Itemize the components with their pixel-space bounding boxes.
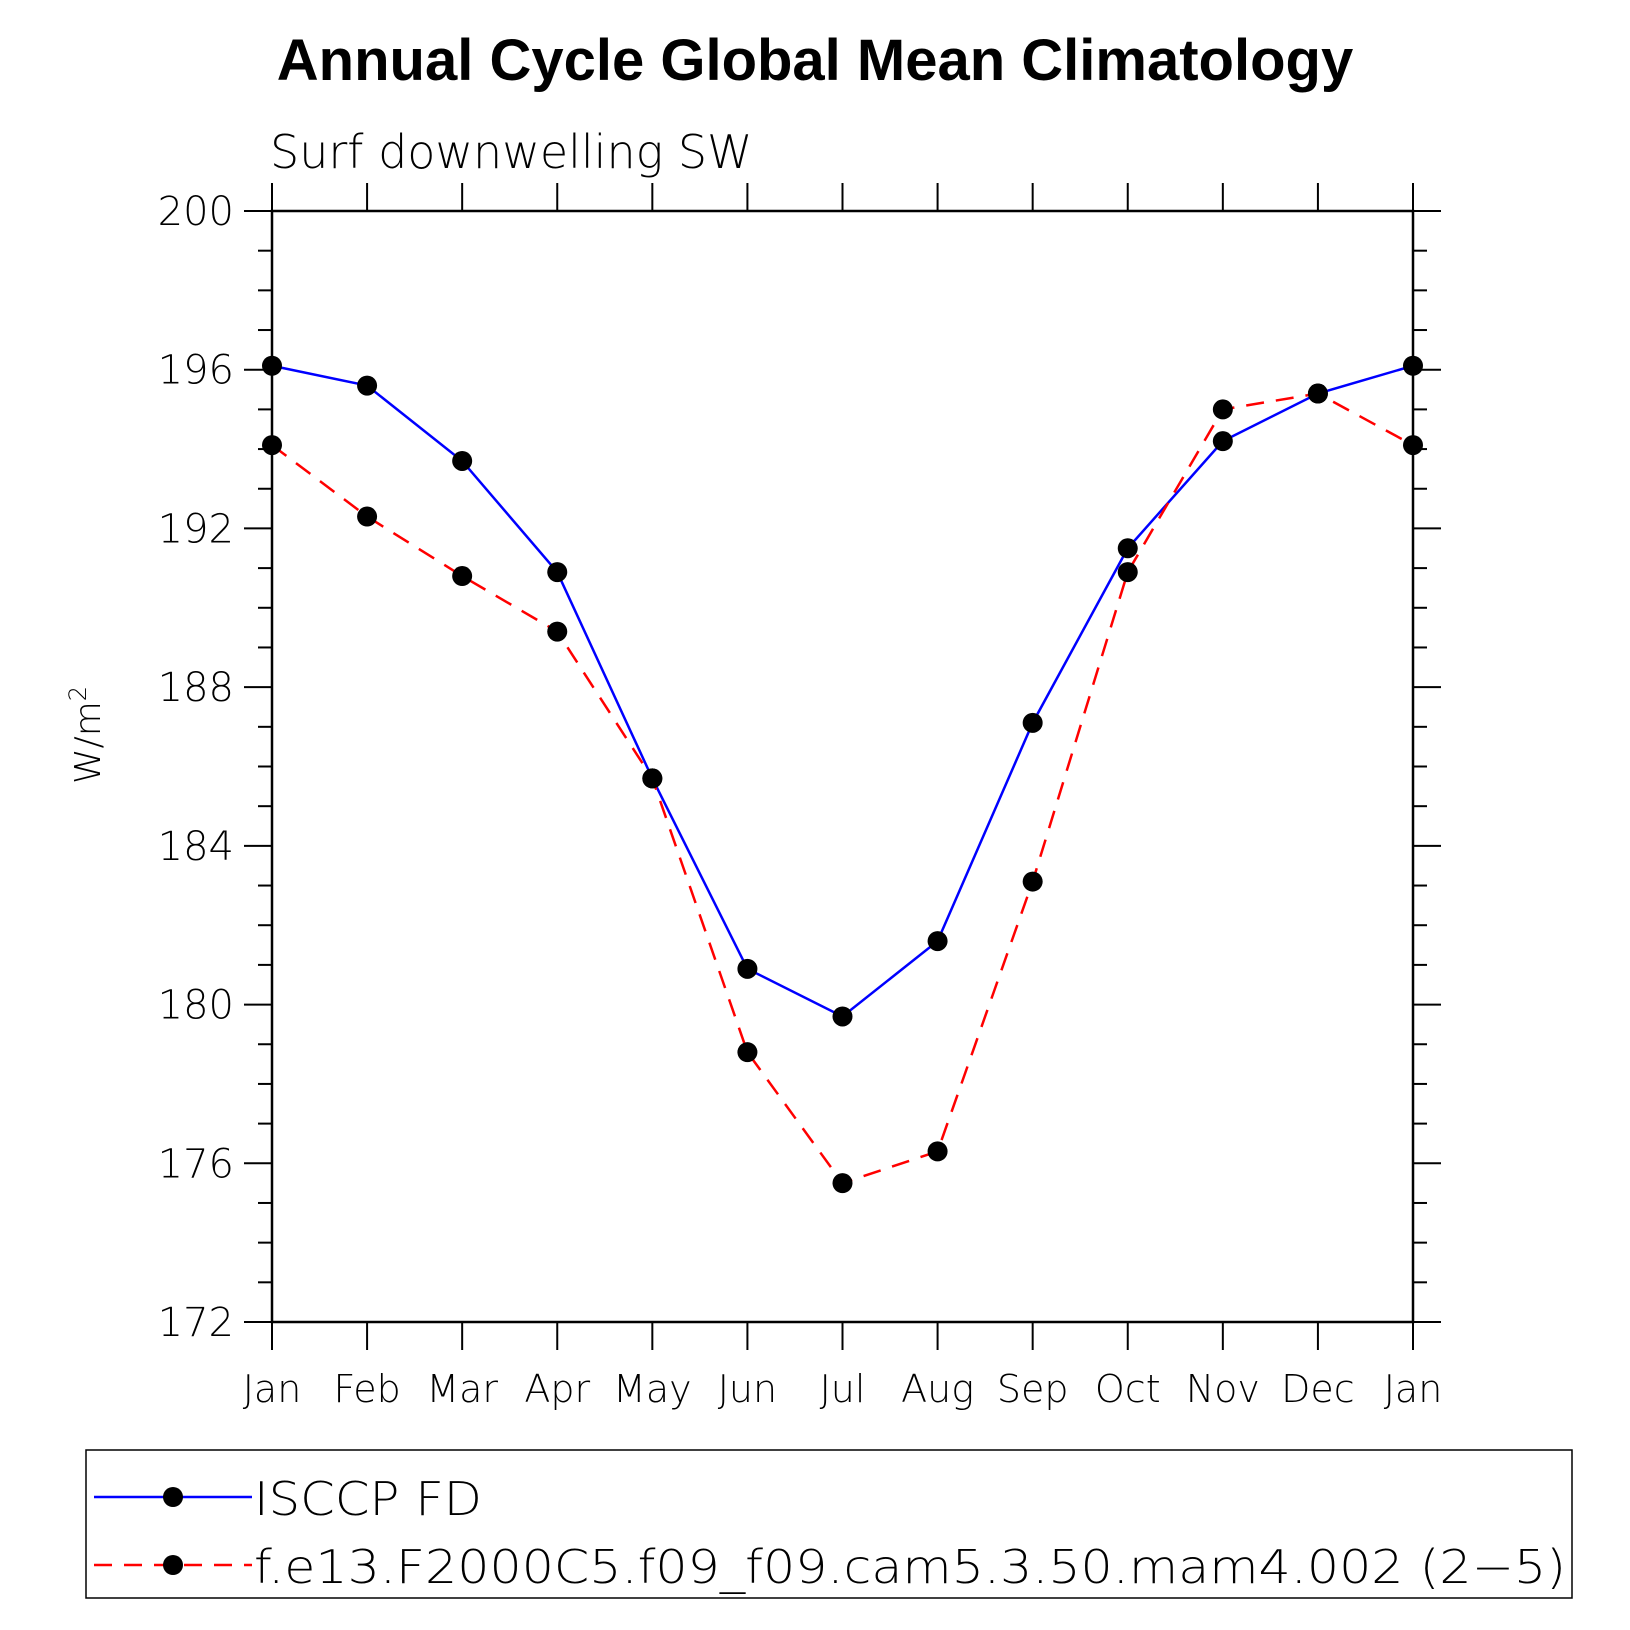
legend: ISCCP FD f.e13.F2000C5.f09_f09.cam5.3.50.…	[85, 1449, 1573, 1599]
data-point	[547, 562, 568, 583]
data-point	[737, 958, 758, 979]
data-point	[737, 1042, 758, 1063]
x-tick-label: Apr	[524, 1367, 590, 1411]
x-tick-label: May	[613, 1367, 692, 1411]
series-line	[271, 392, 1414, 1185]
legend-box	[85, 1449, 1573, 1599]
data-point	[452, 566, 473, 587]
data-point	[642, 768, 663, 789]
legend-item: f.e13.F2000C5.f09_f09.cam5.3.50.mam4.002…	[94, 1540, 1566, 1594]
y-axis: 172 176 180 184 188 192 196 200	[158, 189, 1441, 1346]
data-point	[262, 355, 282, 376]
legend-label: f.e13.F2000C5.f09_f09.cam5.3.50.mam4.002…	[254, 1540, 1566, 1594]
y-tick-label: 192	[158, 506, 234, 552]
y-tick-label: 196	[158, 348, 234, 394]
x-tick-label: Jan	[1384, 1367, 1443, 1411]
data-point	[1022, 712, 1043, 733]
data-point	[1212, 399, 1233, 420]
data-point	[1212, 431, 1233, 452]
legend-item: ISCCP FD	[94, 1472, 482, 1526]
chart-title: Annual Cycle Global Mean Climatology	[277, 28, 1353, 93]
data-point	[1022, 871, 1043, 892]
x-tick-label: Aug	[901, 1367, 974, 1411]
x-tick-label: Jun	[718, 1367, 777, 1411]
y-tick-label: 180	[158, 983, 234, 1029]
data-point	[927, 931, 948, 952]
data-point	[452, 450, 473, 471]
x-tick-label: Oct	[1095, 1367, 1161, 1411]
data-point	[357, 506, 378, 527]
x-tick-label: Jan	[243, 1367, 302, 1411]
y-tick-label: 184	[158, 824, 234, 870]
legend-marker	[163, 1487, 183, 1507]
chart-subtitle: Surf downwelling SW	[270, 125, 753, 179]
data-point	[1403, 435, 1423, 456]
data-point	[927, 1141, 948, 1162]
x-axis: Jan Feb Mar Apr May Jun Jul Aug Sep Oct Nov Dec Jan	[243, 183, 1443, 1411]
y-tick-label: 188	[158, 665, 234, 711]
data-point	[1117, 562, 1138, 583]
y-axis-label-text: W/m	[68, 701, 109, 784]
y-tick-label: 200	[158, 189, 234, 235]
plot-series	[262, 355, 1423, 1194]
x-tick-label: Feb	[333, 1367, 400, 1411]
x-tick-label: Jul	[820, 1367, 866, 1411]
data-point	[832, 1173, 853, 1194]
y-axis-label: W/m2	[64, 686, 109, 784]
series-1	[262, 355, 1423, 1027]
x-tick-label: Dec	[1281, 1367, 1355, 1411]
data-point	[262, 435, 282, 456]
y-axis-label-superscript: 2	[64, 686, 92, 701]
x-tick-label: Mar	[426, 1367, 498, 1411]
series-2	[262, 383, 1423, 1194]
x-tick-label: Sep	[997, 1367, 1069, 1411]
series-line	[271, 364, 1414, 1018]
data-point	[357, 375, 378, 396]
data-point	[1307, 383, 1328, 404]
data-point	[1403, 355, 1423, 376]
plot-frame	[270, 209, 1415, 1324]
legend-label: ISCCP FD	[254, 1472, 482, 1526]
data-point	[832, 1006, 853, 1027]
plot-axes	[270, 209, 1415, 1324]
data-point	[547, 621, 568, 642]
data-point	[1117, 538, 1138, 559]
legend-marker	[163, 1555, 183, 1575]
y-tick-label: 176	[158, 1141, 234, 1187]
x-tick-label: Nov	[1186, 1367, 1260, 1411]
y-tick-label: 172	[158, 1300, 234, 1346]
